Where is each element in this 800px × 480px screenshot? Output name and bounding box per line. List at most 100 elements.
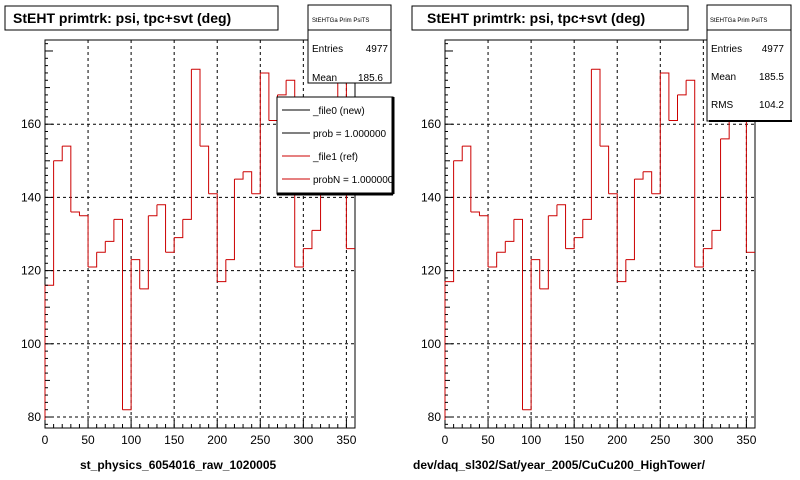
y-tick-label: 140 — [21, 190, 41, 204]
left-stats-mean-value: 185.6 — [358, 73, 383, 84]
legend-label-new: _file0 (new) — [312, 106, 365, 117]
histogram-bin — [582, 69, 592, 220]
histogram-bin — [131, 259, 141, 289]
histogram-bin — [294, 248, 304, 268]
histogram-bin — [488, 252, 498, 268]
histogram-bin — [660, 72, 670, 121]
histogram-bin — [556, 204, 567, 249]
histogram-bin — [165, 237, 175, 253]
histogram-bin — [453, 146, 463, 162]
histogram-bin — [496, 241, 506, 253]
x-tick-label: 150 — [164, 433, 184, 447]
legend-box: _file0 (new) prob = 1.000000 _file1 (ref… — [276, 96, 395, 196]
histogram-bin — [44, 160, 55, 428]
y-tick-label: 80 — [428, 410, 442, 424]
x-tick-label: 300 — [693, 433, 713, 447]
y-tick-label: 120 — [21, 264, 41, 278]
histogram-bin — [591, 68, 601, 147]
histogram-bin — [303, 230, 313, 250]
histogram-bin — [70, 211, 80, 216]
histogram-bin — [122, 259, 132, 411]
histogram-bin — [277, 80, 287, 96]
histogram-bin — [200, 145, 210, 194]
histogram-bin — [462, 145, 472, 213]
histogram-bin — [311, 182, 322, 231]
histogram-bin — [113, 218, 123, 410]
left-stats-mean-label: Mean — [312, 73, 337, 84]
legend-label-prob: prob = 1.000000 — [313, 129, 387, 140]
right-title-box: StEHT primtrk: psi, tpc+svt (deg) — [411, 5, 689, 31]
histogram-bin — [522, 259, 532, 411]
left-stats-entries-value: 4977 — [366, 44, 389, 55]
histogram-bin — [234, 171, 244, 180]
right-stats-mean-value: 185.5 — [759, 72, 784, 83]
histogram-bin — [600, 145, 610, 194]
x-tick-label: 150 — [564, 433, 584, 447]
left-title-box: StEHT primtrk: psi, tpc+svt (deg) — [4, 5, 279, 31]
histogram-bin — [548, 204, 558, 217]
y-tick-label: 100 — [421, 337, 441, 351]
x-tick-label: 50 — [481, 433, 495, 447]
right-title: StEHT primtrk: psi, tpc+svt (deg) — [427, 10, 645, 26]
histogram-bin — [260, 72, 270, 121]
histogram-bin — [513, 218, 523, 410]
right-panel: 0 50 100 150 200 250 300 350 80 100 120 140 160 StEH… — [411, 4, 792, 472]
histogram-bin — [139, 215, 149, 290]
x-tick-label: 0 — [442, 433, 449, 447]
left-caption: st_physics_6054016_raw_1020005 — [80, 458, 276, 472]
right-stats-box: StEHTGa Prim PsiTS Entries 4977 Mean 185… — [706, 4, 792, 122]
histogram-bin — [105, 219, 115, 242]
right-stats-entries-value: 4977 — [762, 44, 785, 55]
histogram-bin — [668, 94, 678, 122]
histogram-bin — [217, 259, 227, 283]
histogram-bin — [191, 68, 201, 147]
histogram-bin — [182, 69, 192, 220]
histogram-bin — [53, 146, 63, 162]
histogram-bin — [634, 171, 644, 180]
legend-label-probn: probN = 1.000000 — [313, 175, 394, 186]
histogram-bin — [251, 72, 261, 195]
x-tick-label: 350 — [336, 433, 356, 447]
x-tick-label: 250 — [250, 433, 270, 447]
histogram-bin — [686, 79, 696, 267]
left-axis-ticks: 0 50 100 150 200 250 300 350 80 100 120 140 160 — [21, 43, 357, 447]
x-tick-label: 100 — [521, 433, 541, 447]
x-tick-label: 250 — [650, 433, 670, 447]
histogram-bin — [574, 219, 584, 239]
right-stats-entries-label: Entries — [711, 44, 742, 55]
left-stats-entries-label: Entries — [312, 44, 343, 55]
histogram-bin — [479, 215, 489, 267]
histogram-bin — [62, 145, 72, 213]
histogram-bin — [208, 193, 218, 282]
left-panel: 0 50 100 150 200 250 300 350 80 100 120 140 160 StEH… — [4, 4, 395, 472]
histogram-bin — [651, 72, 661, 195]
left-stats-header: StEHTGa Prim PsiTS — [312, 18, 369, 24]
histogram-bin — [539, 215, 549, 290]
y-tick-label: 120 — [421, 264, 441, 278]
x-tick-label: 0 — [42, 433, 49, 447]
histogram-bin — [444, 160, 455, 428]
histogram-bin — [677, 80, 687, 96]
histogram-bin — [711, 138, 722, 231]
right-caption: dev/daq_sl302/Sat/year_2005/CuCu200_High… — [413, 458, 706, 472]
y-tick-label: 160 — [21, 117, 41, 131]
y-tick-label: 100 — [21, 337, 41, 351]
histogram-bin — [243, 171, 253, 194]
histogram-bin — [96, 241, 106, 253]
histogram-bin — [608, 193, 618, 282]
histogram-bin — [505, 219, 515, 242]
x-tick-label: 350 — [736, 433, 756, 447]
left-title: StEHT primtrk: psi, tpc+svt (deg) — [13, 10, 231, 26]
x-tick-label: 300 — [293, 433, 313, 447]
histogram-bin — [470, 211, 480, 216]
histogram-bin — [617, 259, 627, 283]
x-tick-label: 200 — [607, 433, 627, 447]
left-stats-box: StEHTGa Prim PsiTS Entries 4977 Mean 185… — [307, 4, 392, 84]
histogram-bin — [694, 248, 704, 268]
histogram-bin — [174, 219, 184, 239]
right-stats-rms-label: RMS — [711, 100, 734, 111]
y-tick-label: 160 — [421, 117, 441, 131]
histogram-bin — [643, 171, 653, 194]
y-tick-label: 80 — [28, 410, 42, 424]
